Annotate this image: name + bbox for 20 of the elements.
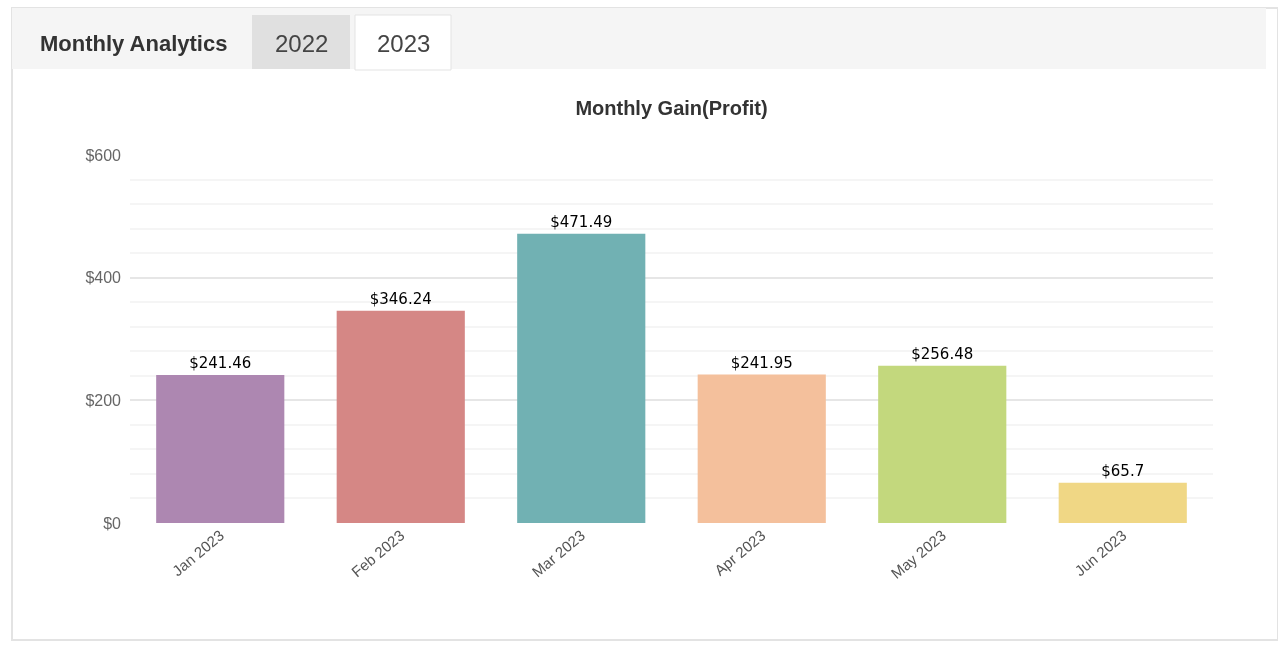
data-label: $241.95 bbox=[730, 353, 793, 372]
bar bbox=[878, 365, 1007, 523]
y-tick-label: $400 bbox=[85, 269, 122, 287]
bar bbox=[517, 233, 646, 523]
bar bbox=[156, 374, 285, 523]
text: 2023 bbox=[377, 30, 431, 57]
data-label: $65.7 bbox=[1101, 461, 1145, 480]
data-label: $256.48 bbox=[911, 344, 974, 363]
data-label: $471.49 bbox=[550, 212, 613, 231]
bar bbox=[1058, 482, 1187, 523]
bar bbox=[336, 310, 465, 523]
y-tick-label: $0 bbox=[103, 514, 122, 532]
y-tick-label: $200 bbox=[85, 391, 122, 409]
data-label: $241.46 bbox=[189, 353, 252, 372]
bar bbox=[697, 374, 826, 523]
text: 2022 bbox=[275, 30, 329, 57]
text: Monthly Analytics bbox=[40, 31, 228, 56]
data-label: $346.24 bbox=[369, 289, 432, 308]
y-tick-label: $600 bbox=[85, 146, 122, 164]
chart-title: Monthly Gain(Profit) bbox=[575, 97, 768, 119]
